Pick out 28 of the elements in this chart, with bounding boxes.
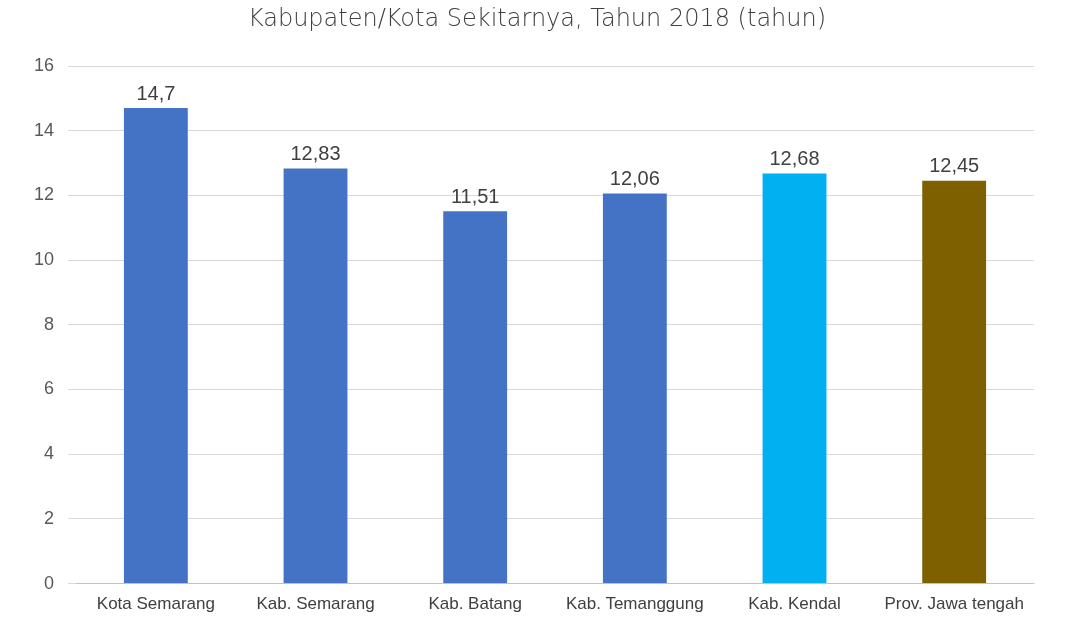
bar xyxy=(762,173,827,584)
y-tick-label: 0 xyxy=(44,572,55,593)
data-label: 12,83 xyxy=(290,142,341,165)
y-tick-label: 10 xyxy=(33,249,55,270)
y-tick-label: 2 xyxy=(44,507,55,528)
data-label: 12,45 xyxy=(929,154,980,177)
x-tick-label: Kab. Kendal xyxy=(748,594,841,614)
y-tick-label: 14 xyxy=(33,119,55,140)
y-tick-label: 12 xyxy=(33,184,55,205)
y-tick-label: 4 xyxy=(44,443,55,464)
data-label: 11,51 xyxy=(450,184,500,207)
data-label: 14,7 xyxy=(136,81,176,104)
chart-title: Kabupaten/Kota Sekitarnya, Tahun 2018 (tahun) xyxy=(246,3,828,34)
x-tick-label: Kab. Temanggung xyxy=(566,594,704,614)
x-tick-label: Kota Semarang xyxy=(96,594,215,614)
x-tick-label: Kab. Semarang xyxy=(256,594,375,614)
bar xyxy=(443,211,508,584)
y-tick-label: 8 xyxy=(44,313,55,334)
bar xyxy=(283,168,348,584)
data-label: 12,68 xyxy=(769,146,820,169)
bar xyxy=(602,193,667,584)
x-tick-label: Prov. Jawa tengah xyxy=(884,594,1024,614)
data-label: 12,06 xyxy=(609,166,660,189)
bar xyxy=(922,180,987,584)
y-tick-label: 6 xyxy=(44,378,55,399)
bar xyxy=(123,108,188,584)
y-tick-label: 16 xyxy=(33,54,55,75)
x-tick-label: Kab. Batang xyxy=(428,594,522,614)
